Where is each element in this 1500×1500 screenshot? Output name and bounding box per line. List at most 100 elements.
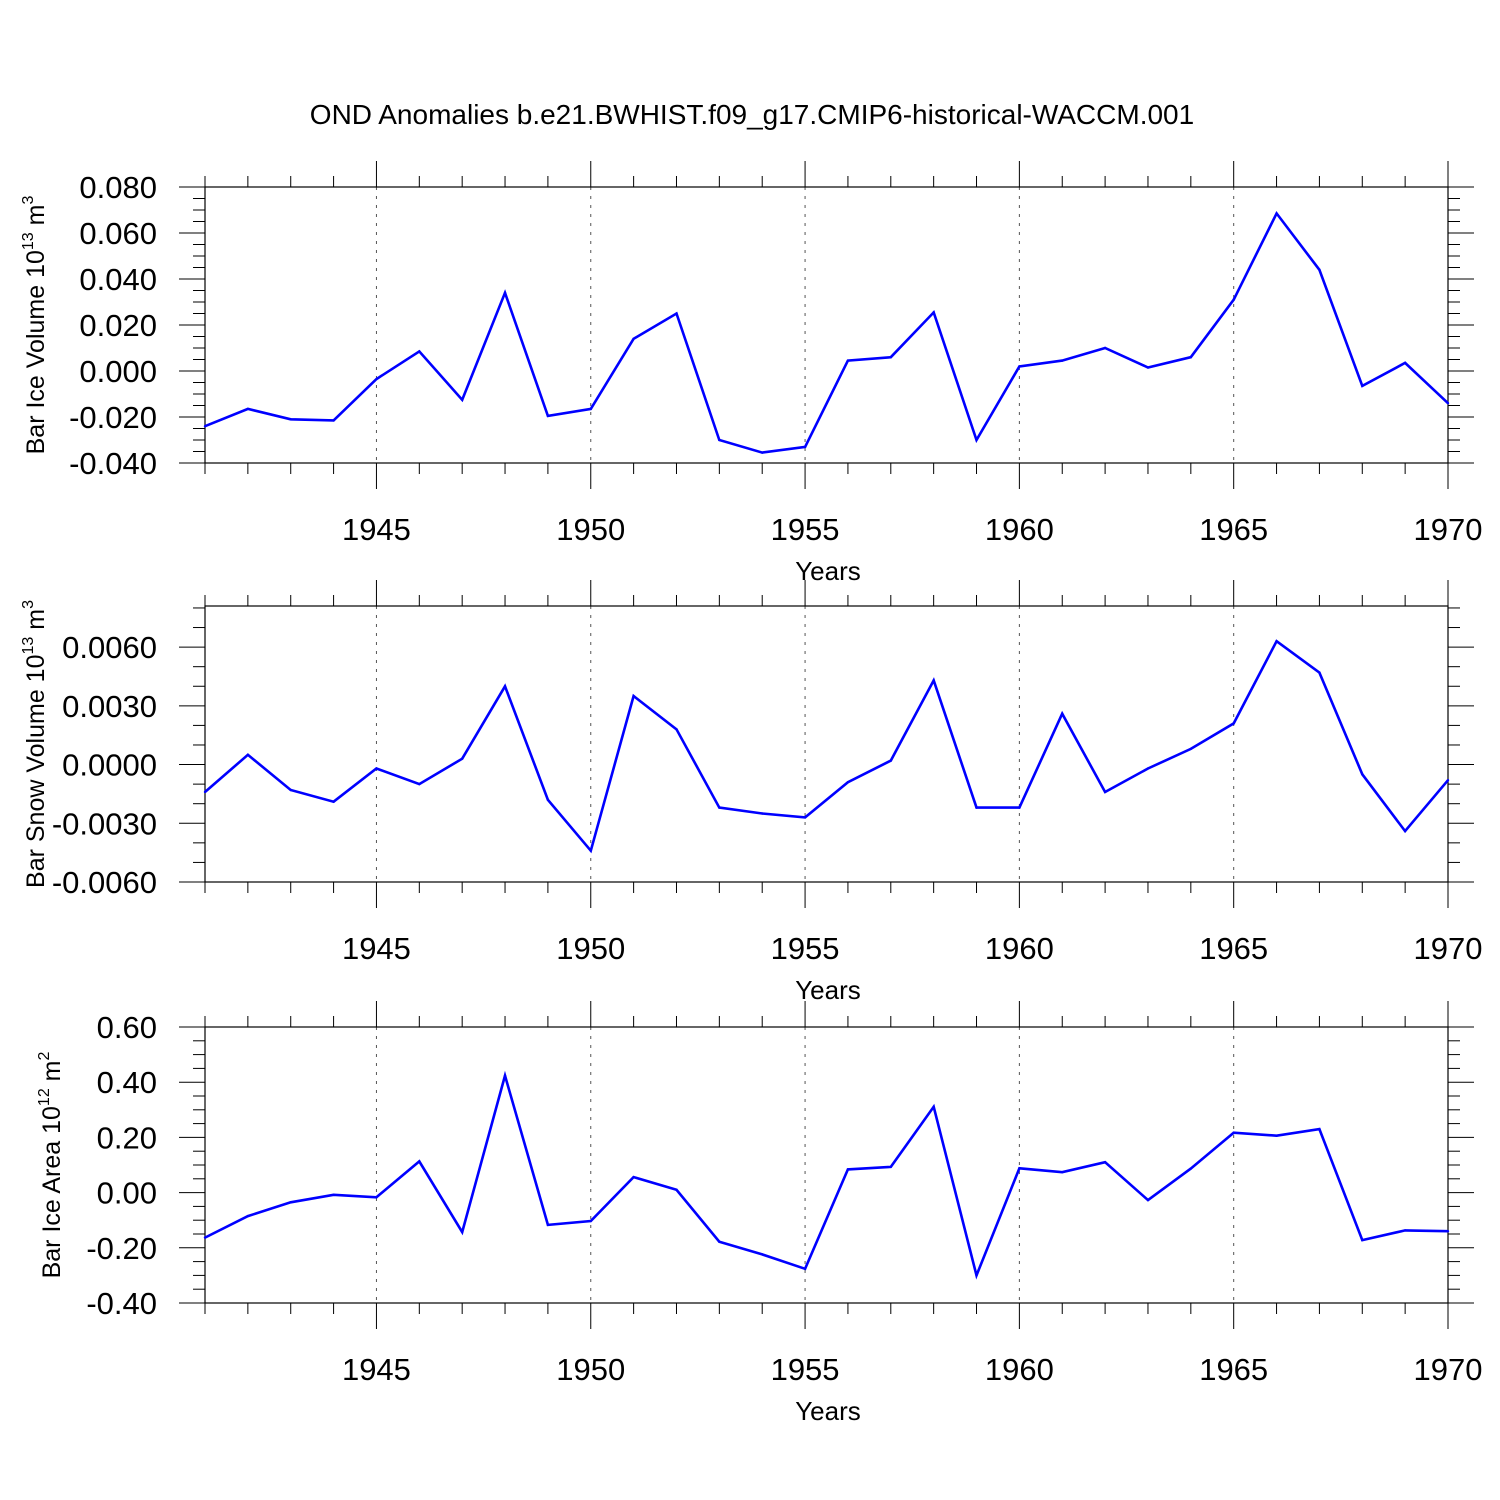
panel-ice-volume: -0.040 -0.020 0.000 0.020 0.040 0.060 0.080 19… — [20, 161, 1482, 586]
x-tick-label: 1960 — [985, 512, 1054, 547]
data-point — [1232, 298, 1235, 301]
x-tick-label: 1965 — [1199, 931, 1268, 966]
x-tick-label: 1955 — [771, 1352, 840, 1387]
data-point — [1275, 1134, 1278, 1137]
data-point — [1146, 366, 1150, 369]
chart-title: OND Anomalies b.e21.BWHIST.f09_g17.CMIP6… — [310, 99, 1194, 130]
x-tick-label: 1945 — [342, 1352, 411, 1387]
data-point — [1103, 346, 1107, 350]
data-point — [675, 1188, 678, 1192]
data-point — [1018, 365, 1021, 368]
data-point — [803, 1267, 807, 1270]
y-tick-label: 0.40 — [97, 1065, 157, 1100]
panel-ice-area: -0.40 -0.20 0.00 0.20 0.40 0.60 1945 1950 1955 1… — [36, 1001, 1482, 1426]
data-point — [1189, 747, 1193, 751]
y-axis-label: Bar Snow Volume 1013 m3 — [20, 600, 50, 888]
x-axis-label: Years — [795, 1396, 861, 1426]
y-tick-label: 0.20 — [97, 1120, 157, 1155]
data-point — [675, 312, 678, 315]
data-point — [589, 1219, 592, 1223]
data-point — [632, 694, 635, 698]
data-point — [975, 806, 978, 809]
data-point — [1061, 1170, 1064, 1174]
data-point — [1403, 361, 1407, 365]
data-point — [332, 1193, 335, 1197]
data-point — [546, 414, 550, 418]
y-tick-label: -0.040 — [69, 446, 157, 481]
data-point — [889, 759, 892, 762]
y-tick-label: 0.000 — [79, 354, 157, 389]
x-tick-label: 1945 — [342, 512, 411, 547]
series-line — [204, 639, 1449, 854]
data-point — [1061, 712, 1064, 715]
data-point — [375, 377, 378, 381]
plot-frame — [204, 1026, 1449, 1304]
data-point — [718, 1240, 721, 1243]
data-point — [203, 1236, 207, 1239]
data-point — [1446, 1230, 1450, 1233]
data-point — [761, 812, 764, 815]
x-tick-label: 1950 — [556, 1352, 625, 1387]
y-tick-label: 0.60 — [97, 1010, 157, 1045]
data-point — [1275, 212, 1278, 215]
data-point — [1103, 1161, 1107, 1164]
data-point — [1103, 790, 1107, 794]
data-point — [889, 356, 892, 359]
data-point — [718, 806, 721, 809]
data-point — [418, 782, 421, 786]
y-tick-label: 0.0030 — [62, 689, 157, 724]
data-point — [632, 337, 635, 340]
data-point — [1446, 779, 1450, 782]
x-tick-label: 1965 — [1199, 512, 1268, 547]
data-point — [460, 757, 464, 760]
data-point — [1318, 268, 1321, 271]
data-point — [1361, 384, 1364, 388]
data-point — [1403, 829, 1407, 833]
y-tick-label: -0.20 — [86, 1231, 157, 1266]
data-point — [975, 438, 978, 442]
x-tick-label: 1970 — [1414, 512, 1483, 547]
data-point — [332, 419, 335, 422]
y-tick-label: -0.0030 — [52, 806, 157, 841]
data-point — [889, 1165, 892, 1169]
series-line — [204, 210, 1449, 454]
x-tick-label: 1960 — [985, 1352, 1054, 1387]
x-axis-label: Years — [795, 556, 861, 586]
y-tick-label: 0.060 — [79, 216, 157, 251]
y-axis-label: Bar Ice Area 1012 m2 — [36, 1052, 66, 1279]
data-point — [846, 780, 850, 784]
x-tick-label: 1970 — [1414, 1352, 1483, 1387]
data-point — [589, 407, 592, 411]
data-point — [803, 445, 807, 449]
data-point — [1446, 402, 1450, 405]
data-point — [1232, 722, 1235, 725]
y-tick-label: 0.0060 — [62, 630, 157, 665]
data-point — [761, 1253, 764, 1256]
data-point — [718, 438, 721, 442]
data-point — [289, 418, 292, 421]
data-point — [546, 798, 550, 801]
data-point — [932, 1105, 935, 1108]
y-tick-label: 0.00 — [97, 1176, 157, 1211]
y-tick-label: 0.040 — [79, 262, 157, 297]
data-point — [246, 1214, 250, 1218]
data-point — [1318, 671, 1321, 674]
plot-frame — [204, 605, 1449, 883]
data-point — [932, 311, 935, 314]
data-point — [1018, 1167, 1021, 1170]
data-point — [546, 1223, 550, 1227]
data-point — [975, 1274, 978, 1277]
x-tick-label: 1955 — [771, 512, 840, 547]
data-point — [503, 1074, 507, 1077]
data-point — [932, 679, 935, 682]
x-tick-label: 1965 — [1199, 1352, 1268, 1387]
y-tick-label: 0.020 — [79, 308, 157, 343]
data-point — [375, 1196, 378, 1199]
data-point — [1361, 773, 1364, 776]
data-point — [503, 685, 507, 688]
data-point — [1018, 806, 1021, 809]
data-point — [761, 451, 764, 454]
y-axis-label: Bar Ice Volume 1013 m3 — [20, 196, 50, 455]
data-point — [418, 350, 421, 353]
